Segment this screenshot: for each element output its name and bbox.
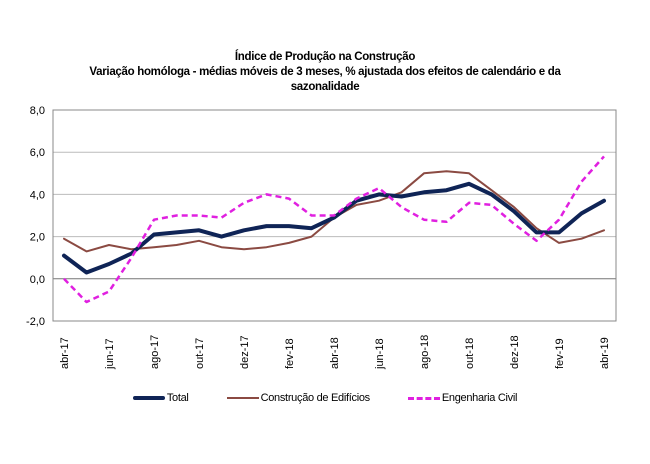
y-tick-label: 6,0: [30, 147, 45, 159]
x-axis-ticks: abr-17 jun-17 ago-17 out-17 dez-17 fev-18 abr-…: [59, 335, 611, 370]
x-tick-label: out-17: [194, 338, 206, 369]
legend-item-edificios: Construção de Edifícios: [226, 392, 371, 404]
chart-title: Índice de Produção na Construção: [234, 51, 416, 63]
x-tick-label: ago-17: [149, 335, 161, 369]
legend-item-total: Total: [132, 392, 189, 404]
plot-area-frame: [52, 109, 617, 322]
x-tick-label: out-18: [464, 338, 476, 369]
x-tick-label: jun-18: [374, 338, 386, 370]
legend-label-engenharia: Engenharia Civil: [441, 392, 518, 404]
legend-item-engenharia: Engenharia Civil: [407, 392, 518, 404]
series-line-engenharia-civil: [63, 155, 605, 304]
x-tick-label: dez-18: [509, 335, 521, 369]
y-tick-label: 8,0: [30, 105, 45, 117]
y-tick-label: 4,0: [30, 189, 45, 201]
gridlines: [53, 151, 616, 280]
legend-label-edificios: Construção de Edifícios: [260, 392, 371, 404]
line-chart: 8,0 6,0 4,0 2,0 0,0 -2,0 abr-17 jun-17 ago-17 ou…: [26, 105, 617, 370]
chart-subtitle-line2: sazonalidade: [290, 81, 360, 93]
x-tick-label: jun-17: [104, 338, 116, 370]
x-tick-label: ago-18: [419, 335, 431, 369]
x-tick-label: abr-19: [599, 337, 611, 369]
x-tick-label: fev-19: [554, 338, 566, 369]
legend-label-total: Total: [166, 392, 189, 404]
y-axis-ticks: 8,0 6,0 4,0 2,0 0,0 -2,0: [26, 105, 45, 328]
series-line-total: [62, 181, 606, 275]
legend-swatch-edificios: [226, 397, 259, 399]
legend-swatch-engenharia: [407, 396, 440, 400]
legend: Total Construção de Edifícios Engenharia…: [0, 392, 650, 404]
y-tick-label: 0,0: [30, 274, 45, 286]
series-lines: [62, 155, 606, 304]
x-tick-label: abr-17: [59, 337, 71, 369]
chart-subtitle-line1: Variação homóloga - médias móveis de 3 m…: [89, 66, 561, 78]
x-tick-label: fev-18: [284, 338, 296, 369]
series-line-constru-o-de-edif-cios: [63, 170, 605, 253]
x-tick-label: dez-17: [239, 335, 251, 369]
x-tick-label: abr-18: [329, 337, 341, 369]
legend-swatch-total: [132, 396, 165, 400]
y-tick-label: -2,0: [26, 316, 45, 328]
y-tick-label: 2,0: [30, 232, 45, 244]
